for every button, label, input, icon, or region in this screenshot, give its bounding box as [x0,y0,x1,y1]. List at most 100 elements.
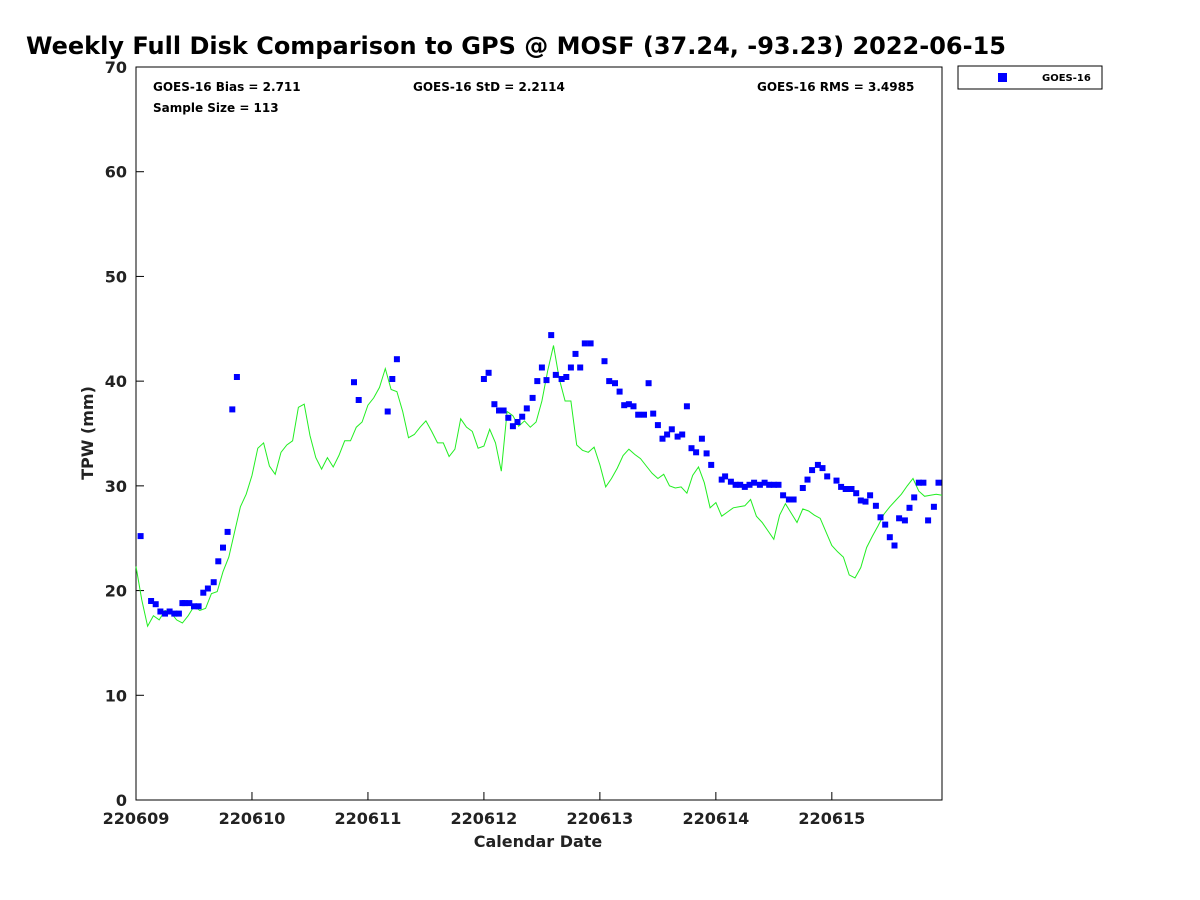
goes16-point [233,374,240,380]
goes16-point [766,481,773,488]
goes16-point [891,542,898,549]
goes16-point [538,364,545,371]
goes16-point [882,521,889,528]
goes16-point [824,473,831,480]
goes16-point [785,496,792,503]
plot-area [135,66,943,801]
goes16-point [162,610,168,617]
y-axis-label: TPW (mm) [78,386,97,480]
goes16-point [496,407,502,414]
goes16-point [558,376,565,382]
goes16-point [886,534,893,541]
goes16-point [485,369,492,376]
goes16-point [523,405,530,412]
x-tick-label: 220610 [219,809,286,828]
goes16-point [915,479,922,486]
goes16-point [186,600,193,607]
x-tick-label: 220609 [103,809,170,828]
goes16-point [727,478,734,485]
goes16-point [872,502,879,509]
goes16-point [384,408,391,415]
goes16-point [351,379,357,386]
goes16-point [853,490,860,497]
goes16-point [819,465,826,472]
goes16-point [641,411,647,418]
goes16-point [215,558,222,565]
goes16-point [514,419,521,425]
goes16-point [563,374,570,380]
chart-title: Weekly Full Disk Comparison to GPS @ MOS… [26,32,1006,60]
goes16-point [911,494,918,501]
goes16-point [572,350,579,357]
goes16-point [616,388,623,395]
goes16-point [195,603,202,610]
goes16-point [567,364,574,371]
y-tick-label: 40 [105,372,127,391]
goes16-point [741,483,748,490]
gps-line [135,345,943,628]
y-tick-label: 30 [105,477,127,496]
goes16-point [925,517,932,524]
goes16-point [896,515,903,522]
goes16-point [920,479,927,486]
y-tick-label: 20 [105,582,127,601]
x-tick-label: 220614 [682,809,749,828]
goes16-point [761,479,768,486]
goes16-point [809,467,816,474]
goes16-point [548,332,555,339]
goes16-point [906,504,913,511]
y-tick-label: 0 [116,791,127,810]
goes16-point [654,422,661,429]
goes16-point [491,401,498,408]
goes16-point [152,601,159,608]
goes16-point [732,481,739,488]
goes16-point [877,514,884,521]
goes16-point [200,589,207,596]
y-tick-label: 70 [105,58,127,77]
y-axis: 0 10 20 30 40 50 60 70 [105,58,144,810]
goes16-point [500,407,507,414]
goes16-point [393,356,400,363]
x-tick-label: 220615 [798,809,865,828]
goes16-point [683,403,690,410]
sample-size-annotation: Sample Size = 113 [153,101,279,115]
goes16-point [857,497,864,504]
goes16-point [601,358,608,365]
goes16-point [181,600,188,607]
goes16-point [842,486,849,492]
goes16-point [581,340,588,347]
goes16-point [224,528,231,535]
x-axis-label: Calendar Date [474,832,603,851]
bias-annotation: GOES-16 Bias = 2.711 [153,80,301,94]
goes16-point [790,496,797,503]
goes16-point [543,377,550,384]
goes16-point [799,485,806,491]
goes16-point [693,449,700,456]
std-annotation: GOES-16 StD = 2.2114 [413,80,565,94]
legend-marker-goes16 [998,73,1007,82]
goes16-point [780,492,787,499]
goes16-point [204,585,211,592]
goes16-point [480,376,487,382]
goes16-point [645,380,652,387]
goes16-point [148,598,155,604]
goes16-point [698,435,705,442]
goes16-point [587,340,594,347]
goes16-point [718,476,725,483]
goes16-point [867,492,874,499]
y-tick-label: 10 [105,686,127,705]
goes16-point [901,517,908,524]
goes16-point [722,473,729,480]
goes16-series [137,332,942,617]
goes16-point [229,406,236,413]
goes16-point [737,481,744,488]
goes16-point [833,477,840,484]
goes16-point [688,445,695,452]
x-tick-label: 220611 [335,809,402,828]
goes16-point [621,402,628,409]
goes16-point [650,410,657,417]
goes16-point [171,610,178,617]
goes16-point [625,401,632,408]
legend-label-goes16: GOES-16 [1042,73,1091,84]
